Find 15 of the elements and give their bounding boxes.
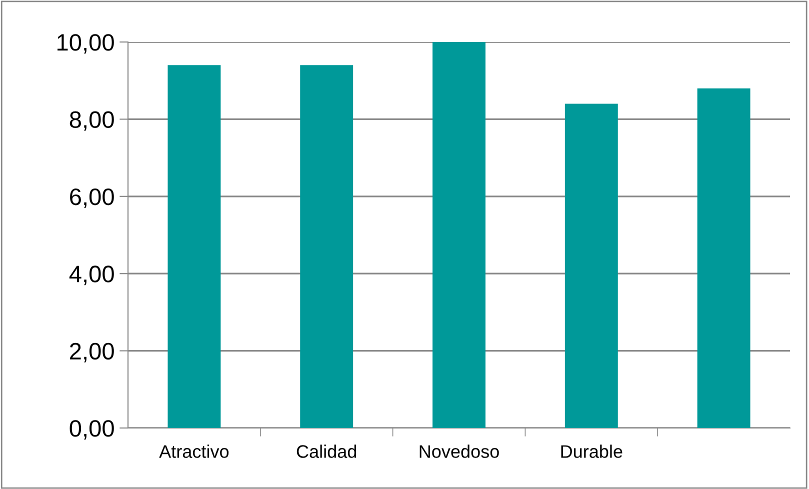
x-tick-label: Calidad [296, 444, 356, 458]
y-tick-label: 0,00 [70, 420, 114, 440]
y-tick-label: 2,00 [70, 342, 114, 362]
bar [432, 42, 486, 428]
bar [564, 104, 618, 428]
bar [300, 65, 354, 428]
x-tick-label: Atractivo [159, 444, 229, 458]
y-tick-label: 10,00 [58, 34, 114, 54]
bar [697, 88, 750, 428]
x-tick-label: Novedoso [420, 444, 499, 458]
y-tick-label: 8,00 [70, 111, 114, 131]
x-tick-label: Durable [561, 444, 622, 458]
y-tick-label: 4,00 [69, 266, 114, 286]
bar [168, 65, 221, 428]
y-tick-label: 6,00 [70, 188, 114, 208]
